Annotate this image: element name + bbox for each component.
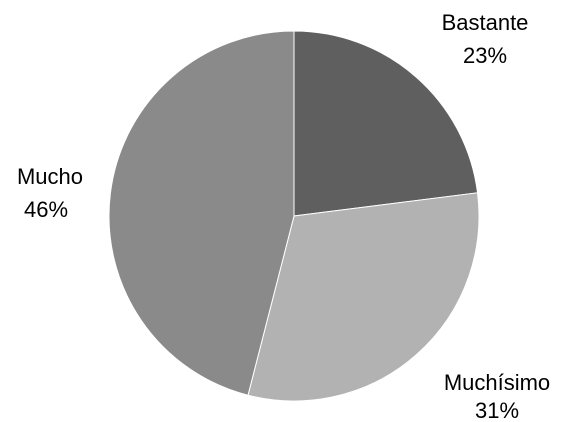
- value-label-muchisimo: 31%: [475, 398, 519, 422]
- label-bastante: Bastante 23%: [442, 10, 529, 68]
- pie-slice-muchisimo: [247, 192, 480, 402]
- pie-slices: [108, 30, 480, 402]
- pie-slice-bastante: [293, 30, 479, 217]
- label-muchisimo: Muchísimo 31%: [444, 370, 550, 422]
- category-label-mucho: Mucho: [17, 164, 83, 189]
- value-label-mucho: 46%: [24, 197, 68, 222]
- category-label-muchisimo: Muchísimo: [444, 370, 550, 395]
- label-mucho: Mucho 46%: [17, 164, 83, 222]
- value-label-bastante: 23%: [463, 43, 507, 68]
- category-label-bastante: Bastante: [442, 10, 529, 35]
- pie-slice-mucho: [108, 30, 295, 396]
